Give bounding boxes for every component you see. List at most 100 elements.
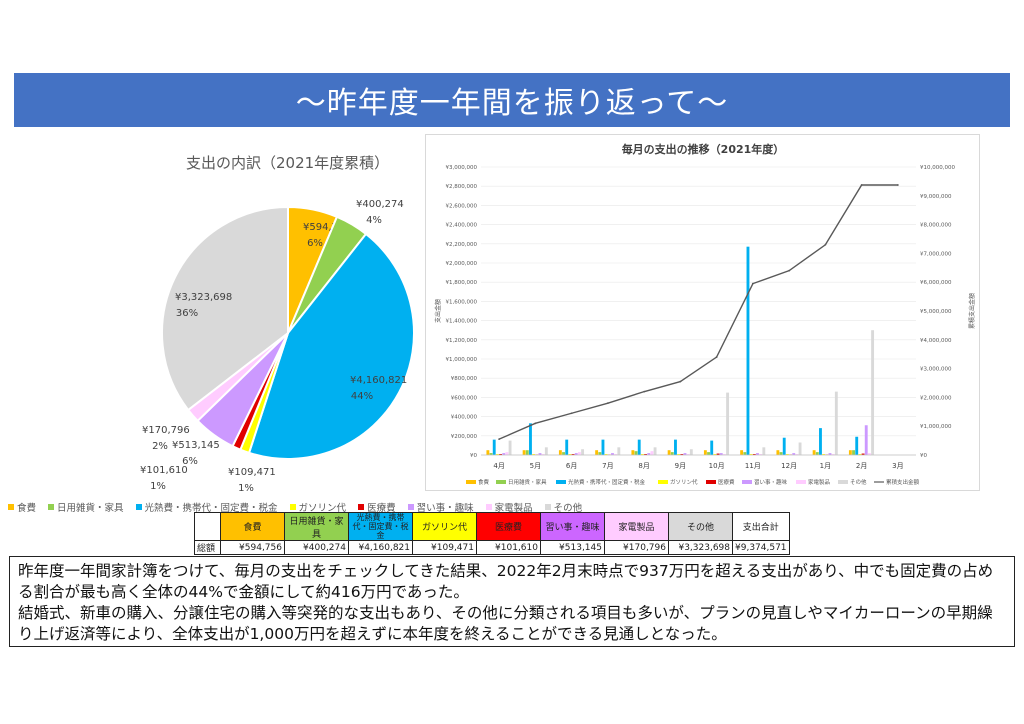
bar — [683, 453, 687, 455]
x-tick-label: 5月 — [530, 462, 541, 470]
y2-tick-label: ¥7,000,000 — [920, 251, 952, 257]
legend-swatch — [135, 504, 142, 510]
y-tick-label: ¥2,200,000 — [446, 242, 478, 248]
bar — [782, 437, 786, 455]
bar — [522, 450, 526, 455]
line-point — [788, 269, 791, 272]
bar — [640, 454, 644, 455]
legend-swatch — [485, 504, 492, 510]
legend-item: 光熱費・携帯代・固定費・税金 — [135, 500, 278, 514]
legend-label: 習い事・趣味 — [754, 478, 788, 486]
cumulative-line — [498, 184, 898, 440]
bar — [571, 454, 575, 455]
bar — [611, 453, 614, 455]
table-header-cell: 家電製品 — [604, 512, 669, 541]
legend-swatch — [742, 480, 752, 484]
table-header-cell: 支出合計 — [732, 512, 790, 541]
bar — [670, 452, 674, 455]
pie-slice-amount-label: ¥4,160,821 — [350, 375, 407, 386]
legend-label: 食費 — [17, 503, 37, 514]
y-tick-label: ¥800,000 — [451, 376, 478, 382]
x-tick-label: 11月 — [745, 462, 761, 470]
y-tick-label: ¥400,000 — [451, 415, 478, 421]
bar — [595, 450, 599, 455]
pie-slice-amount-label: ¥3,323,698 — [175, 292, 232, 303]
bar — [532, 454, 536, 455]
line-point — [860, 184, 863, 186]
legend-label: ガソリン代 — [670, 478, 698, 486]
bar — [631, 450, 635, 455]
y-tick-label: ¥1,600,000 — [446, 299, 478, 305]
bar — [637, 439, 641, 455]
bar — [581, 449, 585, 455]
legend-item: その他 — [544, 500, 582, 514]
bar — [752, 454, 756, 455]
table-header-cell: 習い事・趣味 — [540, 512, 605, 541]
bar — [792, 453, 796, 455]
bar — [812, 450, 816, 455]
summary-paragraph-2: 結婚式、新車の購入、分譲住宅の購入等突発的な支出もあり、その他に分類される項目も… — [18, 604, 993, 643]
pie-slice-percent-label: 1% — [238, 483, 254, 494]
bar — [707, 452, 710, 455]
bar — [562, 452, 565, 455]
y-tick-label: ¥2,400,000 — [446, 223, 478, 229]
bar — [529, 423, 532, 455]
legend-swatch — [8, 504, 14, 510]
legend-label: 医療費 — [718, 478, 735, 486]
y-tick-label: ¥3,000,000 — [446, 165, 478, 171]
bar — [667, 450, 671, 455]
legend-label: 家電製品 — [494, 503, 533, 514]
pie-legend: 食費 日用雑貨・家具 光熱費・携帯代・固定費・税金 ガソリン代 医療費 習い事・趣味 家電製… — [8, 500, 582, 514]
legend-label: その他 — [850, 478, 867, 486]
line-point — [643, 390, 646, 393]
legend-swatch — [796, 480, 806, 484]
pie-slice-amount-label: ¥594,756 — [303, 222, 351, 233]
legend-swatch — [496, 480, 506, 484]
table-cell: ¥9,374,571 — [732, 540, 790, 555]
bar — [749, 454, 753, 455]
bar — [762, 447, 766, 455]
x-tick-label: 1月 — [820, 462, 831, 470]
table-row-label: 総額 — [194, 540, 221, 555]
x-tick-label: 7月 — [602, 462, 613, 470]
y-tick-label: ¥2,600,000 — [446, 203, 478, 209]
bar — [502, 453, 506, 455]
bar — [867, 453, 871, 455]
y-tick-label: ¥1,000,000 — [446, 357, 478, 363]
bar — [848, 450, 852, 455]
pie-slice-percent-label: 4% — [366, 215, 382, 226]
y-tick-label: ¥1,800,000 — [446, 280, 478, 286]
summary-table: 食費 日用雑貨・家具 光熱費・携帯代・固定費・税金 ガソリン代 医療費 習い事・趣味 家電製… — [194, 512, 790, 555]
chart-legend-item: その他 — [838, 478, 867, 486]
bar — [686, 454, 690, 455]
table-header-cell: 医療費 — [476, 512, 541, 541]
legend-swatch — [658, 480, 668, 484]
line-point — [570, 412, 573, 415]
summary-text-box: 昨年度一年間家計簿をつけて、毎月の支出をチェックしてきた結果、2022年2月末時… — [9, 556, 1015, 647]
bar — [710, 440, 714, 455]
bar — [785, 454, 789, 455]
chart-legend-item: 日用雑貨・家具 — [496, 478, 547, 486]
legend-item: 医療費 — [358, 500, 396, 514]
chart-legend-item: 累積支出金額 — [874, 478, 920, 486]
legend-label: 累積支出金額 — [886, 478, 920, 486]
legend-swatch — [544, 504, 551, 510]
pie-slice-percent-label: 6% — [182, 456, 198, 467]
y2-tick-label: ¥9,000,000 — [920, 194, 952, 200]
x-tick-label: 8月 — [638, 462, 649, 470]
bar — [574, 453, 578, 455]
monthly-chart-panel: 毎月の支出の推移（2021年度） ¥0 ¥200,000 ¥400,000 ¥600,0… — [425, 134, 980, 491]
bar — [722, 454, 726, 455]
y-axis-label: 支出金額 — [434, 299, 442, 323]
bar — [779, 452, 783, 455]
x-tick-label: 9月 — [675, 462, 686, 470]
x-tick-label: 12月 — [781, 462, 797, 470]
chart-legend-item: 習い事・趣味 — [742, 478, 788, 486]
bar — [577, 452, 581, 455]
bar — [601, 439, 605, 455]
pie-slice-percent-label: 6% — [307, 238, 323, 249]
bar — [680, 454, 684, 455]
legend-label: 食費 — [478, 478, 490, 486]
pie-slice-amount-label: ¥109,471 — [228, 467, 276, 478]
bar — [756, 453, 759, 455]
